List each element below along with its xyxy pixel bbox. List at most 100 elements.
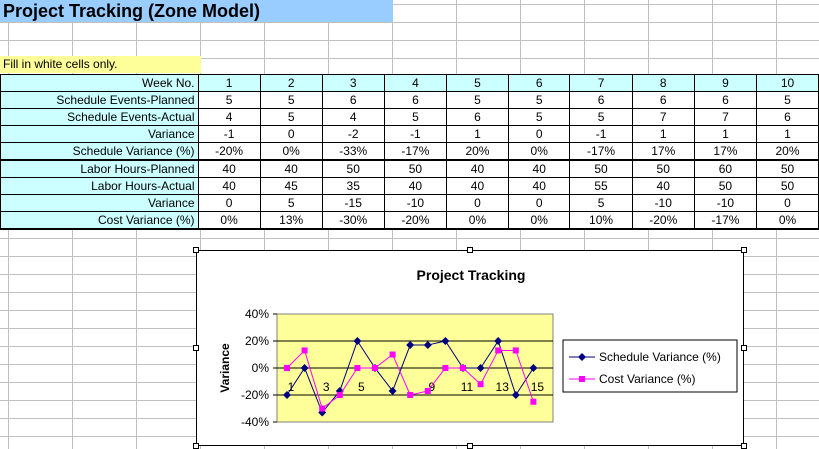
data-cell[interactable]: 5 [259,108,323,126]
data-cell[interactable]: 13% [259,211,323,230]
week-number-cell[interactable]: 6 [507,74,571,92]
data-cell[interactable]: 40 [507,177,571,195]
data-cell[interactable]: 6 [446,108,509,126]
data-cell[interactable]: 0 [197,194,261,212]
data-cell[interactable]: -15 [321,194,385,212]
data-cell[interactable]: 5 [507,91,571,109]
data-cell[interactable]: 0% [197,211,261,230]
data-cell[interactable]: 35 [321,177,385,195]
data-cell[interactable]: -17% [383,142,448,161]
data-cell[interactable]: 6 [693,91,758,109]
data-cell[interactable]: -1 [569,125,633,143]
data-cell[interactable]: -17% [569,142,633,161]
week-number-cell[interactable]: 9 [693,74,758,92]
data-cell[interactable]: 40 [446,177,509,195]
data-cell[interactable]: 10% [569,211,633,230]
resize-handle-bottom[interactable] [467,443,473,449]
data-cell[interactable]: -1 [197,125,261,143]
data-cell[interactable]: 50 [756,159,819,178]
week-number-cell[interactable]: 10 [756,74,819,92]
data-cell[interactable]: 17% [693,142,758,161]
data-cell[interactable]: 50 [756,177,819,195]
data-cell[interactable]: 5 [197,91,261,109]
data-cell[interactable]: 5 [259,91,323,109]
data-cell[interactable]: 1 [446,125,509,143]
data-cell[interactable]: 0% [446,211,509,230]
data-cell[interactable]: 0 [756,194,819,212]
data-cell[interactable]: -20% [197,142,261,161]
data-cell[interactable]: 1 [693,125,758,143]
data-cell[interactable]: -30% [321,211,385,230]
data-cell[interactable]: 50 [321,159,385,178]
data-cell[interactable]: -10 [383,194,448,212]
data-cell[interactable]: 40 [446,159,509,178]
data-cell[interactable]: 0% [507,142,571,161]
data-cell[interactable]: 5 [383,108,448,126]
data-cell[interactable]: 0 [446,194,509,212]
week-number-cell[interactable]: 3 [321,74,385,92]
data-cell[interactable]: 45 [259,177,323,195]
week-number-cell[interactable]: 1 [197,74,261,92]
data-cell[interactable]: -2 [321,125,385,143]
data-cell[interactable]: 6 [631,91,695,109]
data-cell[interactable]: 40 [197,159,261,178]
data-cell[interactable]: 40 [259,159,323,178]
data-cell[interactable]: 0% [756,211,819,230]
data-cell[interactable]: -17% [693,211,758,230]
data-cell[interactable]: 20% [756,142,819,161]
data-cell[interactable]: 40 [507,159,571,178]
data-cell[interactable]: 6 [569,91,633,109]
data-cell[interactable]: 55 [569,177,633,195]
data-cell[interactable]: -1 [383,125,448,143]
data-cell[interactable]: -10 [631,194,695,212]
data-cell[interactable]: 4 [197,108,261,126]
data-cell[interactable]: -20% [631,211,695,230]
resize-handle-top-left[interactable] [193,247,199,253]
data-cell[interactable]: 50 [631,159,695,178]
data-cell[interactable]: 40 [197,177,261,195]
data-cell[interactable]: -33% [321,142,385,161]
data-cell[interactable]: 4 [321,108,385,126]
resize-handle-bottom-left[interactable] [193,443,199,449]
week-number-cell[interactable]: 8 [631,74,695,92]
data-cell[interactable]: -20% [383,211,448,230]
data-cell[interactable]: 5 [756,91,819,109]
y-tick-label: -20% [241,388,269,402]
data-cell[interactable]: 50 [569,159,633,178]
data-cell[interactable]: 0 [507,194,571,212]
data-cell[interactable]: 50 [383,159,448,178]
data-cell[interactable]: 0 [259,125,323,143]
data-cell[interactable]: 60 [693,159,758,178]
data-cell[interactable]: 20% [446,142,509,161]
resize-handle-top[interactable] [467,247,473,253]
data-cell[interactable]: 1 [631,125,695,143]
data-cell[interactable]: 5 [569,194,633,212]
chart-area[interactable]: Project Tracking 40% 20% 0% -20% -40% Variance… [196,250,744,446]
data-cell[interactable]: 1 [756,125,819,143]
data-cell[interactable]: 0% [507,211,571,230]
data-cell[interactable]: 40 [631,177,695,195]
data-cell[interactable]: 6 [383,91,448,109]
data-cell[interactable]: 5 [569,108,633,126]
data-cell[interactable]: 50 [693,177,758,195]
data-cell[interactable]: -10 [693,194,758,212]
data-cell[interactable]: 17% [631,142,695,161]
data-cell[interactable]: 0% [259,142,323,161]
week-number-cell[interactable]: 5 [446,74,509,92]
resize-handle-left[interactable] [193,345,199,351]
data-cell[interactable]: 5 [259,194,323,212]
data-cell[interactable]: 5 [507,108,571,126]
data-cell[interactable]: 6 [321,91,385,109]
data-cell[interactable]: 5 [446,91,509,109]
resize-handle-top-right[interactable] [741,247,747,253]
week-number-cell[interactable]: 4 [383,74,448,92]
data-cell[interactable]: 40 [383,177,448,195]
data-cell[interactable]: 7 [631,108,695,126]
week-number-cell[interactable]: 2 [259,74,323,92]
data-cell[interactable]: 0 [507,125,571,143]
resize-handle-right[interactable] [741,345,747,351]
data-cell[interactable]: 7 [693,108,758,126]
week-number-cell[interactable]: 7 [569,74,633,92]
resize-handle-bottom-right[interactable] [741,443,747,449]
data-cell[interactable]: 6 [756,108,819,126]
